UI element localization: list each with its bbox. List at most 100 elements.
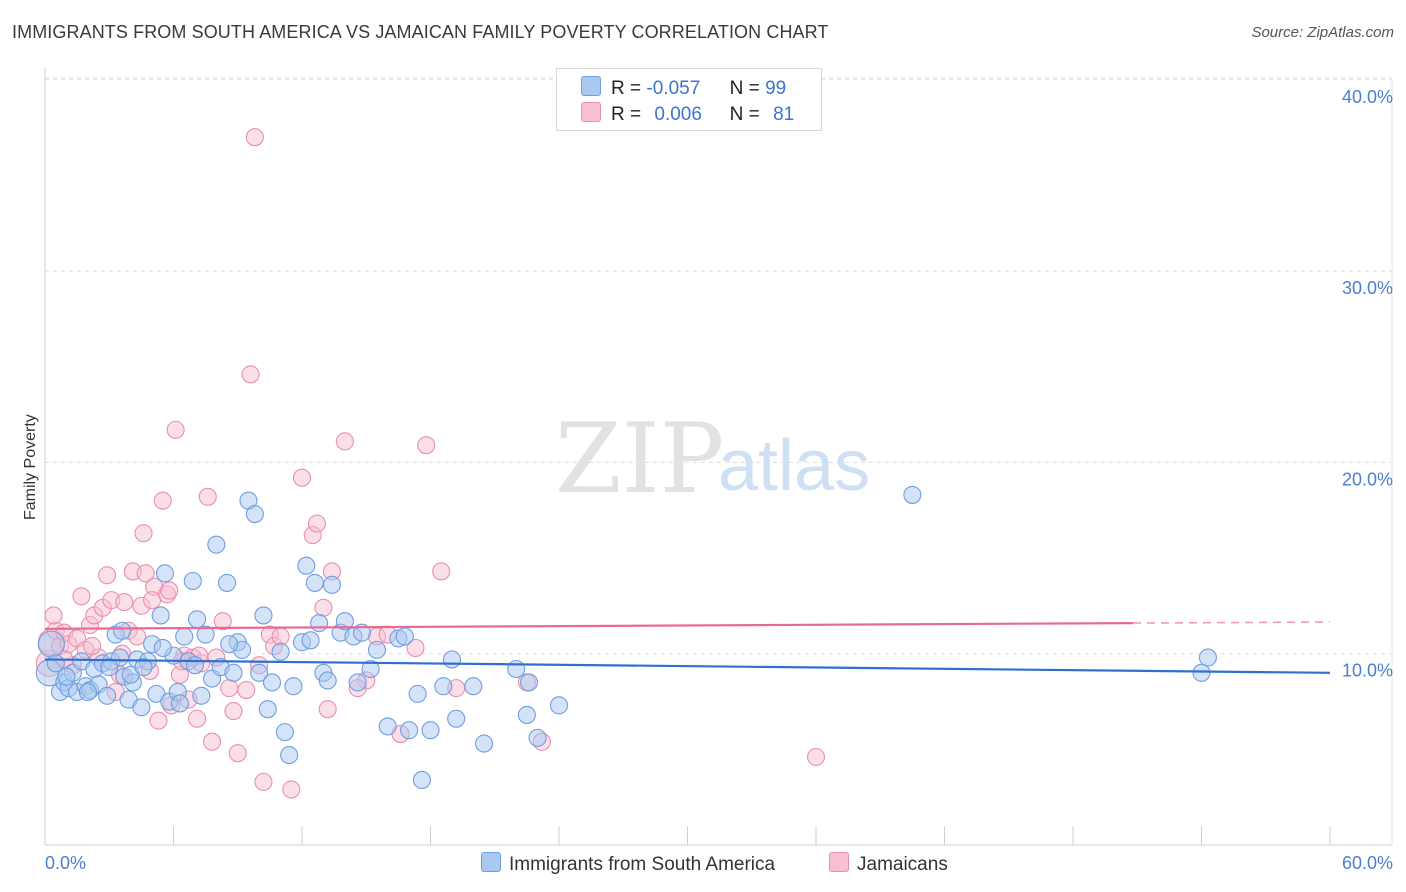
bottom-legend-label-blue: Immigrants from South America <box>509 854 776 875</box>
axes <box>44 68 1393 846</box>
jamaican-point <box>166 420 185 439</box>
bottom-legend-swatch-pink <box>829 852 849 872</box>
y-tick-label: 20.0% <box>1342 469 1393 489</box>
south-america-point <box>262 673 282 692</box>
jamaican-point <box>307 514 327 533</box>
south-america-point <box>217 573 237 592</box>
jamaican-point <box>271 627 290 646</box>
jamaican-point <box>149 711 168 730</box>
gridlines <box>45 77 1392 655</box>
south-america-point <box>254 606 273 625</box>
south-america-point <box>903 485 922 504</box>
jamaican-point <box>203 732 222 751</box>
south-america-point <box>421 721 440 740</box>
legend-r-label: R = <box>611 78 642 99</box>
south-america-point <box>151 606 170 625</box>
south-america-point <box>361 659 380 679</box>
south-america-point <box>284 677 303 696</box>
jamaican-point <box>160 581 179 600</box>
bottom-legend-item-pink[interactable]: Jamaicans <box>829 852 948 876</box>
source-credit: Source: ZipAtlas.com <box>1251 24 1394 41</box>
jamaican-point <box>115 592 134 612</box>
south-america-point <box>37 630 65 658</box>
south-america-point <box>519 673 539 692</box>
blue-points <box>35 485 1217 790</box>
x-tick-label: 0.0% <box>45 853 86 873</box>
y-tick-labels: 10.0% 20.0% 30.0% 40.0% <box>1342 87 1393 681</box>
legend-r-value-blue: -0.057 <box>646 78 701 99</box>
south-america-trend-line <box>44 658 1331 674</box>
south-america-point <box>335 612 354 631</box>
jamaican-point <box>292 468 312 487</box>
south-america-point <box>224 663 243 682</box>
jamaican-point <box>44 606 63 625</box>
jamaican-point <box>282 780 301 799</box>
south-america-point <box>188 610 207 629</box>
legend-r-value-pink: 0.006 <box>654 104 702 125</box>
x-tick-label: 60.0% <box>1342 853 1393 873</box>
south-america-point <box>400 721 419 740</box>
south-america-point <box>134 658 153 677</box>
bottom-legend-swatch-blue <box>481 852 501 872</box>
jamaican-point <box>136 564 155 583</box>
south-america-point <box>78 682 97 702</box>
south-america-point <box>192 686 211 705</box>
y-axis-label: Family Poverty <box>22 414 39 520</box>
bottom-legend-item-blue[interactable]: Immigrants from South America <box>481 852 775 876</box>
south-america-point <box>297 556 316 575</box>
jamaican-point <box>417 436 436 455</box>
south-america-point <box>220 635 239 654</box>
legend-row-blue: R = -0.057 N = 99 <box>581 76 786 100</box>
jamaican-point <box>314 598 333 617</box>
jamaican-trend-line <box>44 621 1133 630</box>
jamaican-point <box>220 679 239 698</box>
chart-title: IMMIGRANTS FROM SOUTH AMERICA VS JAMAICA… <box>12 22 829 42</box>
jamaican-point <box>335 432 354 451</box>
jamaican-point <box>143 591 162 610</box>
south-america-point <box>250 663 269 682</box>
south-america-point <box>1192 663 1211 682</box>
south-america-point <box>98 686 117 705</box>
south-america-point <box>549 696 569 715</box>
south-america-point <box>318 671 337 690</box>
y-tick-label: 10.0% <box>1342 661 1393 681</box>
south-america-point <box>301 631 320 650</box>
south-america-point <box>57 667 76 686</box>
south-america-point <box>185 656 204 675</box>
legend-n-label: N = <box>729 78 760 99</box>
jamaican-point <box>432 562 451 581</box>
jamaican-point <box>83 636 102 656</box>
south-america-point <box>245 505 264 524</box>
south-america-point <box>175 627 194 646</box>
south-america-point <box>196 625 215 644</box>
watermark: ZIP atlas <box>555 403 870 515</box>
jamaican-point <box>241 365 260 384</box>
south-america-point <box>271 642 290 661</box>
south-america-point <box>113 621 132 640</box>
legend-n-value-pink: 81 <box>773 104 795 125</box>
south-america-point <box>1198 648 1217 667</box>
south-america-point <box>528 728 547 747</box>
legend-swatch-blue <box>581 76 601 96</box>
south-america-point <box>305 573 324 592</box>
jamaican-trend-extension <box>1132 621 1331 624</box>
south-america-point <box>310 614 329 633</box>
south-america-point <box>442 650 461 669</box>
south-america-point <box>352 623 372 642</box>
jamaican-point <box>98 566 117 585</box>
south-america-point <box>153 638 172 658</box>
legend-n-value-blue: 99 <box>765 78 787 99</box>
jamaican-point <box>254 772 273 791</box>
south-america-point <box>412 770 431 790</box>
south-america-point <box>132 698 151 717</box>
y-tick-label: 30.0% <box>1342 278 1393 298</box>
south-america-point <box>378 717 397 736</box>
legend-n-label: N = <box>729 104 760 125</box>
south-america-point <box>507 659 526 679</box>
south-america-point <box>170 694 189 713</box>
y-tick-label: 40.0% <box>1342 87 1393 107</box>
south-america-point <box>155 564 174 583</box>
south-america-point <box>348 673 367 692</box>
legend-swatch-pink <box>581 102 601 122</box>
